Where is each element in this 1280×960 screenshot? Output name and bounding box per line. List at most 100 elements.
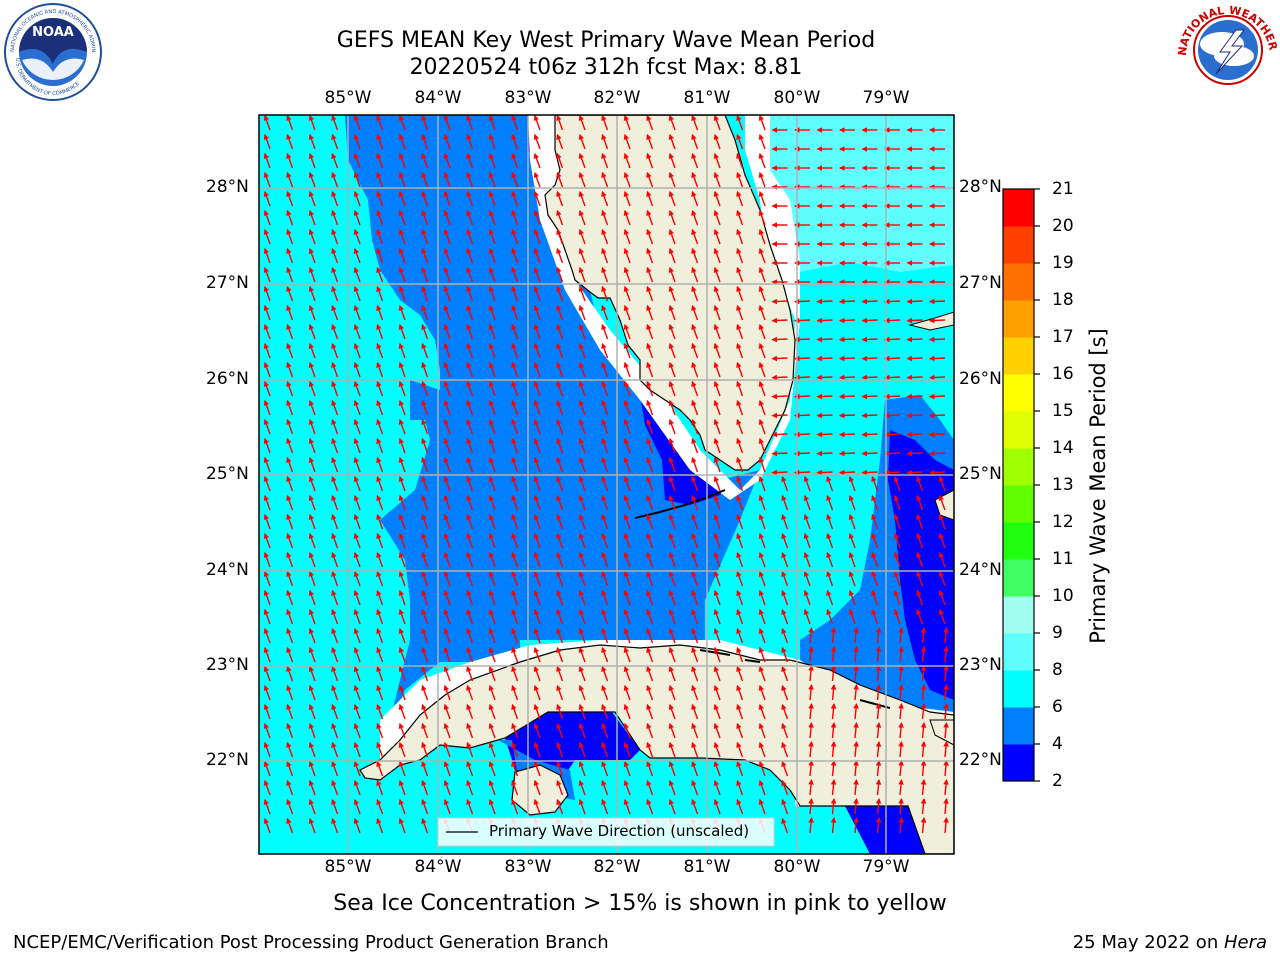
wave-arrow bbox=[578, 266, 586, 283]
wave-arrow bbox=[286, 437, 294, 454]
colorbar-tick-label: 8 bbox=[1052, 660, 1063, 680]
wave-arrow bbox=[758, 684, 766, 701]
wave-arrow bbox=[286, 665, 294, 682]
wave-arrow bbox=[353, 722, 361, 739]
wave-arrow bbox=[736, 342, 744, 359]
wave-arrow bbox=[443, 342, 451, 359]
wave-arrow bbox=[353, 304, 361, 321]
wave-arrow bbox=[308, 399, 316, 416]
wave-arrow bbox=[286, 209, 294, 226]
wave-arrow bbox=[353, 646, 361, 663]
wave-arrow bbox=[466, 475, 474, 492]
wave-arrow bbox=[758, 798, 766, 815]
wave-arrow bbox=[875, 778, 882, 796]
wave-arrow bbox=[838, 393, 856, 400]
wave-arrow bbox=[533, 798, 541, 815]
wave-arrow bbox=[286, 285, 294, 302]
wave-arrow bbox=[906, 450, 923, 457]
colorbar-segment bbox=[1003, 707, 1034, 745]
wave-arrow bbox=[376, 532, 384, 549]
wave-arrow bbox=[883, 450, 901, 457]
wave-arrow bbox=[758, 608, 766, 625]
wave-arrow bbox=[466, 494, 474, 511]
wave-arrow bbox=[421, 494, 429, 511]
wave-arrow bbox=[578, 437, 586, 454]
wave-arrow bbox=[736, 532, 744, 549]
wave-arrow bbox=[838, 450, 856, 457]
wave-arrow bbox=[398, 532, 406, 549]
colorbar-tick-label: 13 bbox=[1052, 475, 1074, 495]
wave-arrow bbox=[376, 817, 384, 834]
wave-arrow bbox=[781, 532, 789, 549]
wave-arrow bbox=[421, 532, 429, 549]
wave-arrow bbox=[808, 683, 814, 701]
wave-arrow bbox=[398, 456, 406, 473]
wave-arrow bbox=[668, 115, 676, 131]
wave-arrow bbox=[443, 684, 451, 701]
wave-arrow bbox=[308, 513, 316, 530]
wave-arrow bbox=[466, 646, 474, 663]
wave-arrow bbox=[668, 722, 676, 739]
wave-arrow bbox=[691, 247, 699, 264]
wave-arrow bbox=[758, 228, 766, 245]
wave-arrow bbox=[736, 152, 744, 169]
wave-arrow bbox=[466, 247, 474, 264]
wave-arrow bbox=[398, 760, 406, 777]
wave-arrow bbox=[668, 665, 676, 682]
wave-arrow bbox=[286, 798, 294, 815]
wave-arrow bbox=[511, 513, 519, 530]
wave-arrow bbox=[286, 646, 294, 663]
wave-arrow bbox=[578, 608, 586, 625]
wave-arrow bbox=[623, 741, 631, 758]
wave-arrow bbox=[533, 475, 541, 492]
wave-arrow bbox=[353, 323, 361, 340]
wave-arrow bbox=[263, 551, 271, 568]
wave-arrow bbox=[898, 626, 904, 644]
wave-arrow bbox=[488, 209, 496, 226]
wave-arrow bbox=[353, 817, 361, 834]
lon-label-top-80w: 80°W bbox=[773, 88, 821, 108]
wave-arrow bbox=[668, 380, 676, 397]
wave-arrow bbox=[466, 152, 474, 169]
wave-arrow bbox=[646, 304, 654, 321]
wave-arrow bbox=[646, 133, 654, 150]
wave-arrow bbox=[838, 412, 856, 419]
wave-arrow bbox=[601, 684, 609, 701]
wave-arrow bbox=[691, 361, 699, 378]
wave-arrow bbox=[830, 721, 837, 739]
wave-arrow bbox=[758, 722, 766, 739]
wave-arrow bbox=[466, 703, 474, 720]
wave-arrow bbox=[920, 702, 927, 720]
wave-arrow bbox=[736, 722, 744, 739]
lat-label-right-27n: 27°N bbox=[959, 273, 1002, 293]
wave-arrow bbox=[533, 209, 541, 226]
wave-arrow bbox=[826, 589, 834, 606]
wave-arrow bbox=[556, 437, 564, 454]
wave-arrow bbox=[736, 437, 744, 454]
wave-arrow bbox=[601, 266, 609, 283]
wave-arrow bbox=[758, 532, 766, 549]
wave-arrow bbox=[353, 342, 361, 359]
wave-arrow bbox=[883, 355, 901, 362]
wave-arrow bbox=[736, 361, 744, 378]
wave-arrow bbox=[376, 380, 384, 397]
wave-arrow bbox=[466, 190, 474, 207]
wave-arrow bbox=[353, 399, 361, 416]
wave-arrow bbox=[826, 608, 834, 625]
wave-arrow bbox=[421, 627, 429, 644]
wave-arrow bbox=[533, 779, 541, 796]
wave-arrow bbox=[488, 798, 496, 815]
wave-arrow bbox=[466, 627, 474, 644]
wave-arrow bbox=[511, 532, 519, 549]
wave-arrow bbox=[803, 494, 811, 511]
wave-arrow bbox=[556, 361, 564, 378]
wave-arrow bbox=[398, 646, 406, 663]
wave-arrow bbox=[691, 285, 699, 302]
wave-arrow bbox=[920, 759, 927, 777]
colorbar-tick-label: 21 bbox=[1052, 179, 1074, 199]
wave-arrow bbox=[898, 721, 904, 739]
wave-arrow bbox=[601, 133, 609, 150]
wave-arrow bbox=[353, 798, 361, 815]
wave-arrow bbox=[943, 721, 949, 739]
wave-arrow bbox=[898, 759, 904, 777]
